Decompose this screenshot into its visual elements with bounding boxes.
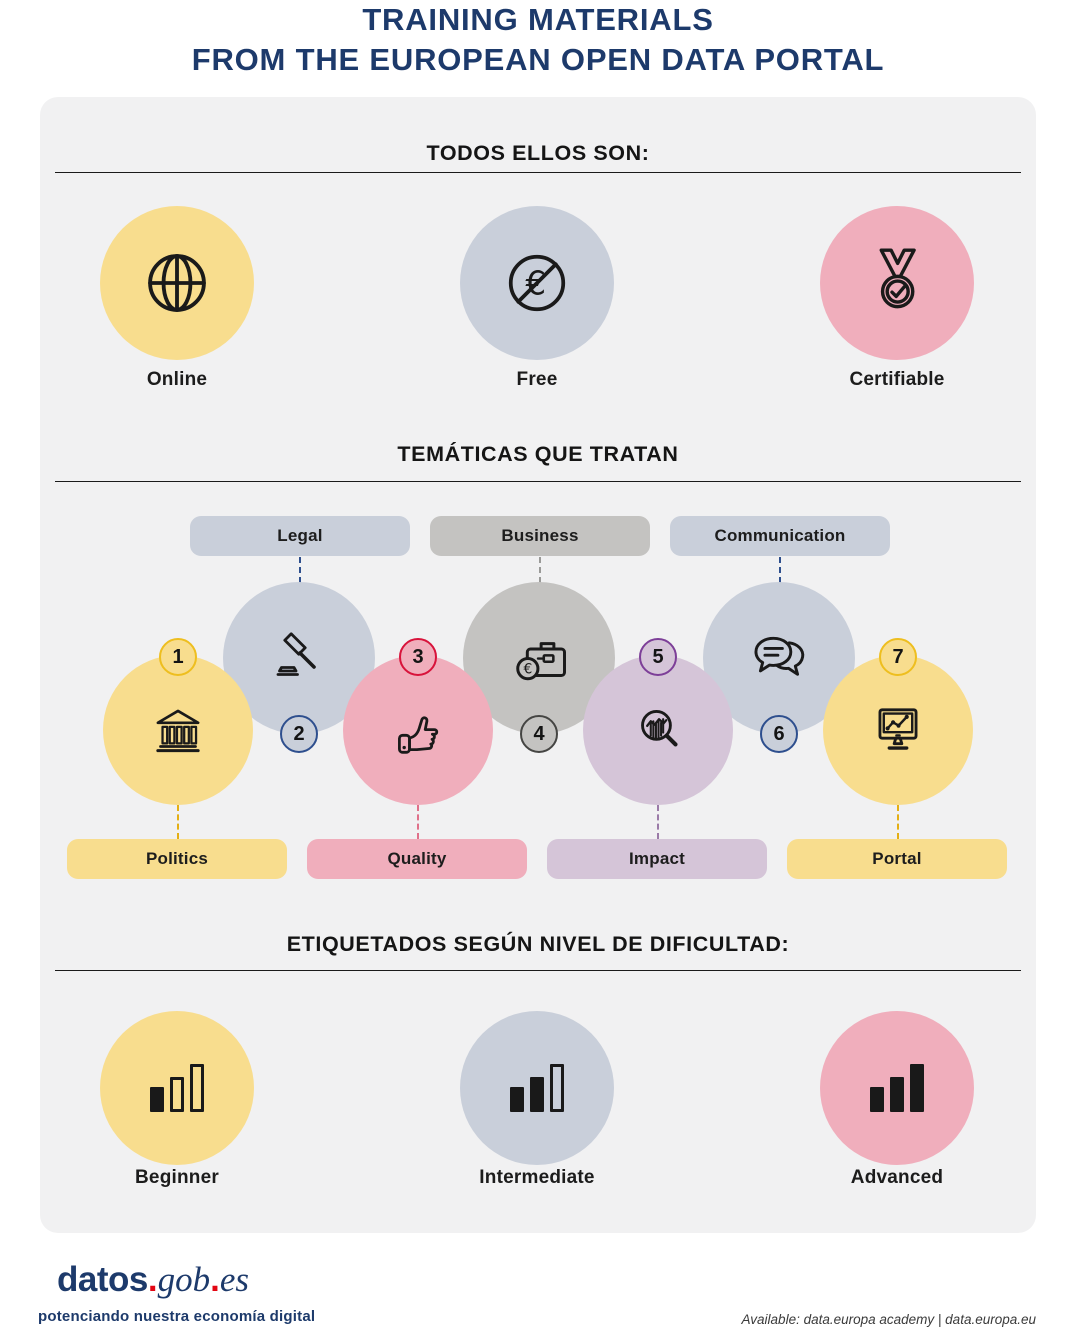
- feature-circle-free: €: [460, 206, 614, 360]
- topics-heading: TEMÁTICAS QUE TRATAN: [397, 442, 679, 466]
- topic-number-badge-2: 2: [280, 715, 318, 753]
- topic-circle-portal: [823, 655, 973, 805]
- section-divider: [55, 172, 1021, 173]
- topic-pill-label: Politics: [145, 849, 209, 868]
- difficulty-label-intermediate: Intermediate: [479, 1167, 595, 1188]
- logo-tagline: potenciando nuestra economía digital: [38, 1308, 316, 1325]
- briefcase-euro-icon: €: [505, 624, 573, 692]
- logo-dot: .: [147, 1260, 158, 1299]
- badge-number: 1: [172, 645, 184, 668]
- badge-number: 2: [293, 722, 305, 745]
- logo-datos: datos: [57, 1260, 148, 1299]
- connector-portal: [897, 805, 899, 839]
- bank-icon: [145, 697, 211, 763]
- bar-chart-level-3-icon: [870, 1064, 924, 1112]
- feature-circle-certifiable: [820, 206, 974, 360]
- page-title: TRAINING MATERIALS FROM THE EUROPEAN OPE…: [0, 0, 1076, 80]
- bar-chart-level-1-icon: [150, 1064, 204, 1112]
- gavel-icon: [267, 626, 331, 690]
- logo-es: es: [219, 1260, 249, 1299]
- no-euro-icon: €: [497, 243, 577, 323]
- features-heading: TODOS ELLOS SON:: [426, 141, 650, 165]
- difficulty-label-advanced: Advanced: [850, 1167, 944, 1188]
- badge-number: 6: [773, 722, 785, 745]
- topic-pill-label: Impact: [629, 849, 685, 868]
- feature-label-free: Free: [516, 369, 558, 390]
- connector-quality: [417, 805, 419, 839]
- feature-label-certifiable: Certifiable: [849, 369, 945, 390]
- topic-circle-impact: [583, 655, 733, 805]
- topic-pill-label: Quality: [387, 849, 447, 868]
- section-divider: [55, 970, 1021, 971]
- page-title-line1: TRAINING MATERIALS: [362, 2, 714, 37]
- section-divider: [55, 481, 1021, 482]
- difficulty-circle-advanced: [820, 1011, 974, 1165]
- feature-circle-online: [100, 206, 254, 360]
- topic-number-badge-1: 1: [159, 638, 197, 676]
- connector-impact: [657, 805, 659, 839]
- connector-legal: [299, 557, 301, 583]
- magnifier-chart-icon: [625, 697, 691, 763]
- bar-chart-level-2-icon: [510, 1064, 564, 1112]
- connector-politics: [177, 805, 179, 839]
- topic-pill-impact: Impact: [547, 839, 767, 879]
- difficulty-label-beginner: Beginner: [135, 1167, 219, 1188]
- medal-icon: [855, 241, 939, 325]
- topic-pill-politics: Politics: [67, 839, 287, 879]
- difficulty-circle-intermediate: [460, 1011, 614, 1165]
- topic-pill-legal: Legal: [190, 516, 410, 556]
- badge-number: 4: [533, 722, 545, 745]
- topic-number-badge-6: 6: [760, 715, 798, 753]
- topic-number-badge-4: 4: [520, 715, 558, 753]
- connector-communication: [779, 557, 781, 583]
- logo-gob: gob: [157, 1260, 211, 1299]
- topic-number-badge-5: 5: [639, 638, 677, 676]
- topic-number-badge-7: 7: [879, 638, 917, 676]
- topic-number-badge-3: 3: [399, 638, 437, 676]
- badge-number: 7: [892, 645, 904, 668]
- topic-pill-quality: Quality: [307, 839, 527, 879]
- topic-pill-label: Legal: [277, 526, 323, 545]
- topic-pill-label: Business: [501, 526, 579, 545]
- topic-pill-portal: Portal: [787, 839, 1007, 879]
- difficulty-circle-beginner: [100, 1011, 254, 1165]
- monitor-chart-icon: [863, 695, 933, 765]
- page-title-line2: FROM THE EUROPEAN OPEN DATA PORTAL: [191, 42, 885, 77]
- speech-bubbles-icon: [743, 622, 815, 694]
- svg-text:€: €: [523, 661, 532, 677]
- connector-business: [539, 557, 541, 583]
- topic-pill-communication: Communication: [670, 516, 890, 556]
- globe-icon: [136, 242, 218, 324]
- topic-pill-business: Business: [430, 516, 650, 556]
- topic-circle-quality: [343, 655, 493, 805]
- datos-gob-es-logo: datos.gob.es: [57, 1260, 249, 1300]
- difficulty-heading: ETIQUETADOS SEGÚN NIVEL DE DIFICULTAD:: [286, 932, 790, 956]
- logo-dot: .: [210, 1260, 220, 1299]
- topic-circle-politics: [103, 655, 253, 805]
- topic-pill-label: Portal: [872, 849, 922, 868]
- badge-number: 3: [412, 645, 424, 668]
- feature-label-online: Online: [146, 369, 208, 390]
- thumbs-up-icon: [384, 696, 452, 764]
- topic-pill-label: Communication: [714, 526, 846, 545]
- availability-note: Available: data.europa academy | data.eu…: [741, 1312, 1036, 1327]
- badge-number: 5: [652, 645, 664, 668]
